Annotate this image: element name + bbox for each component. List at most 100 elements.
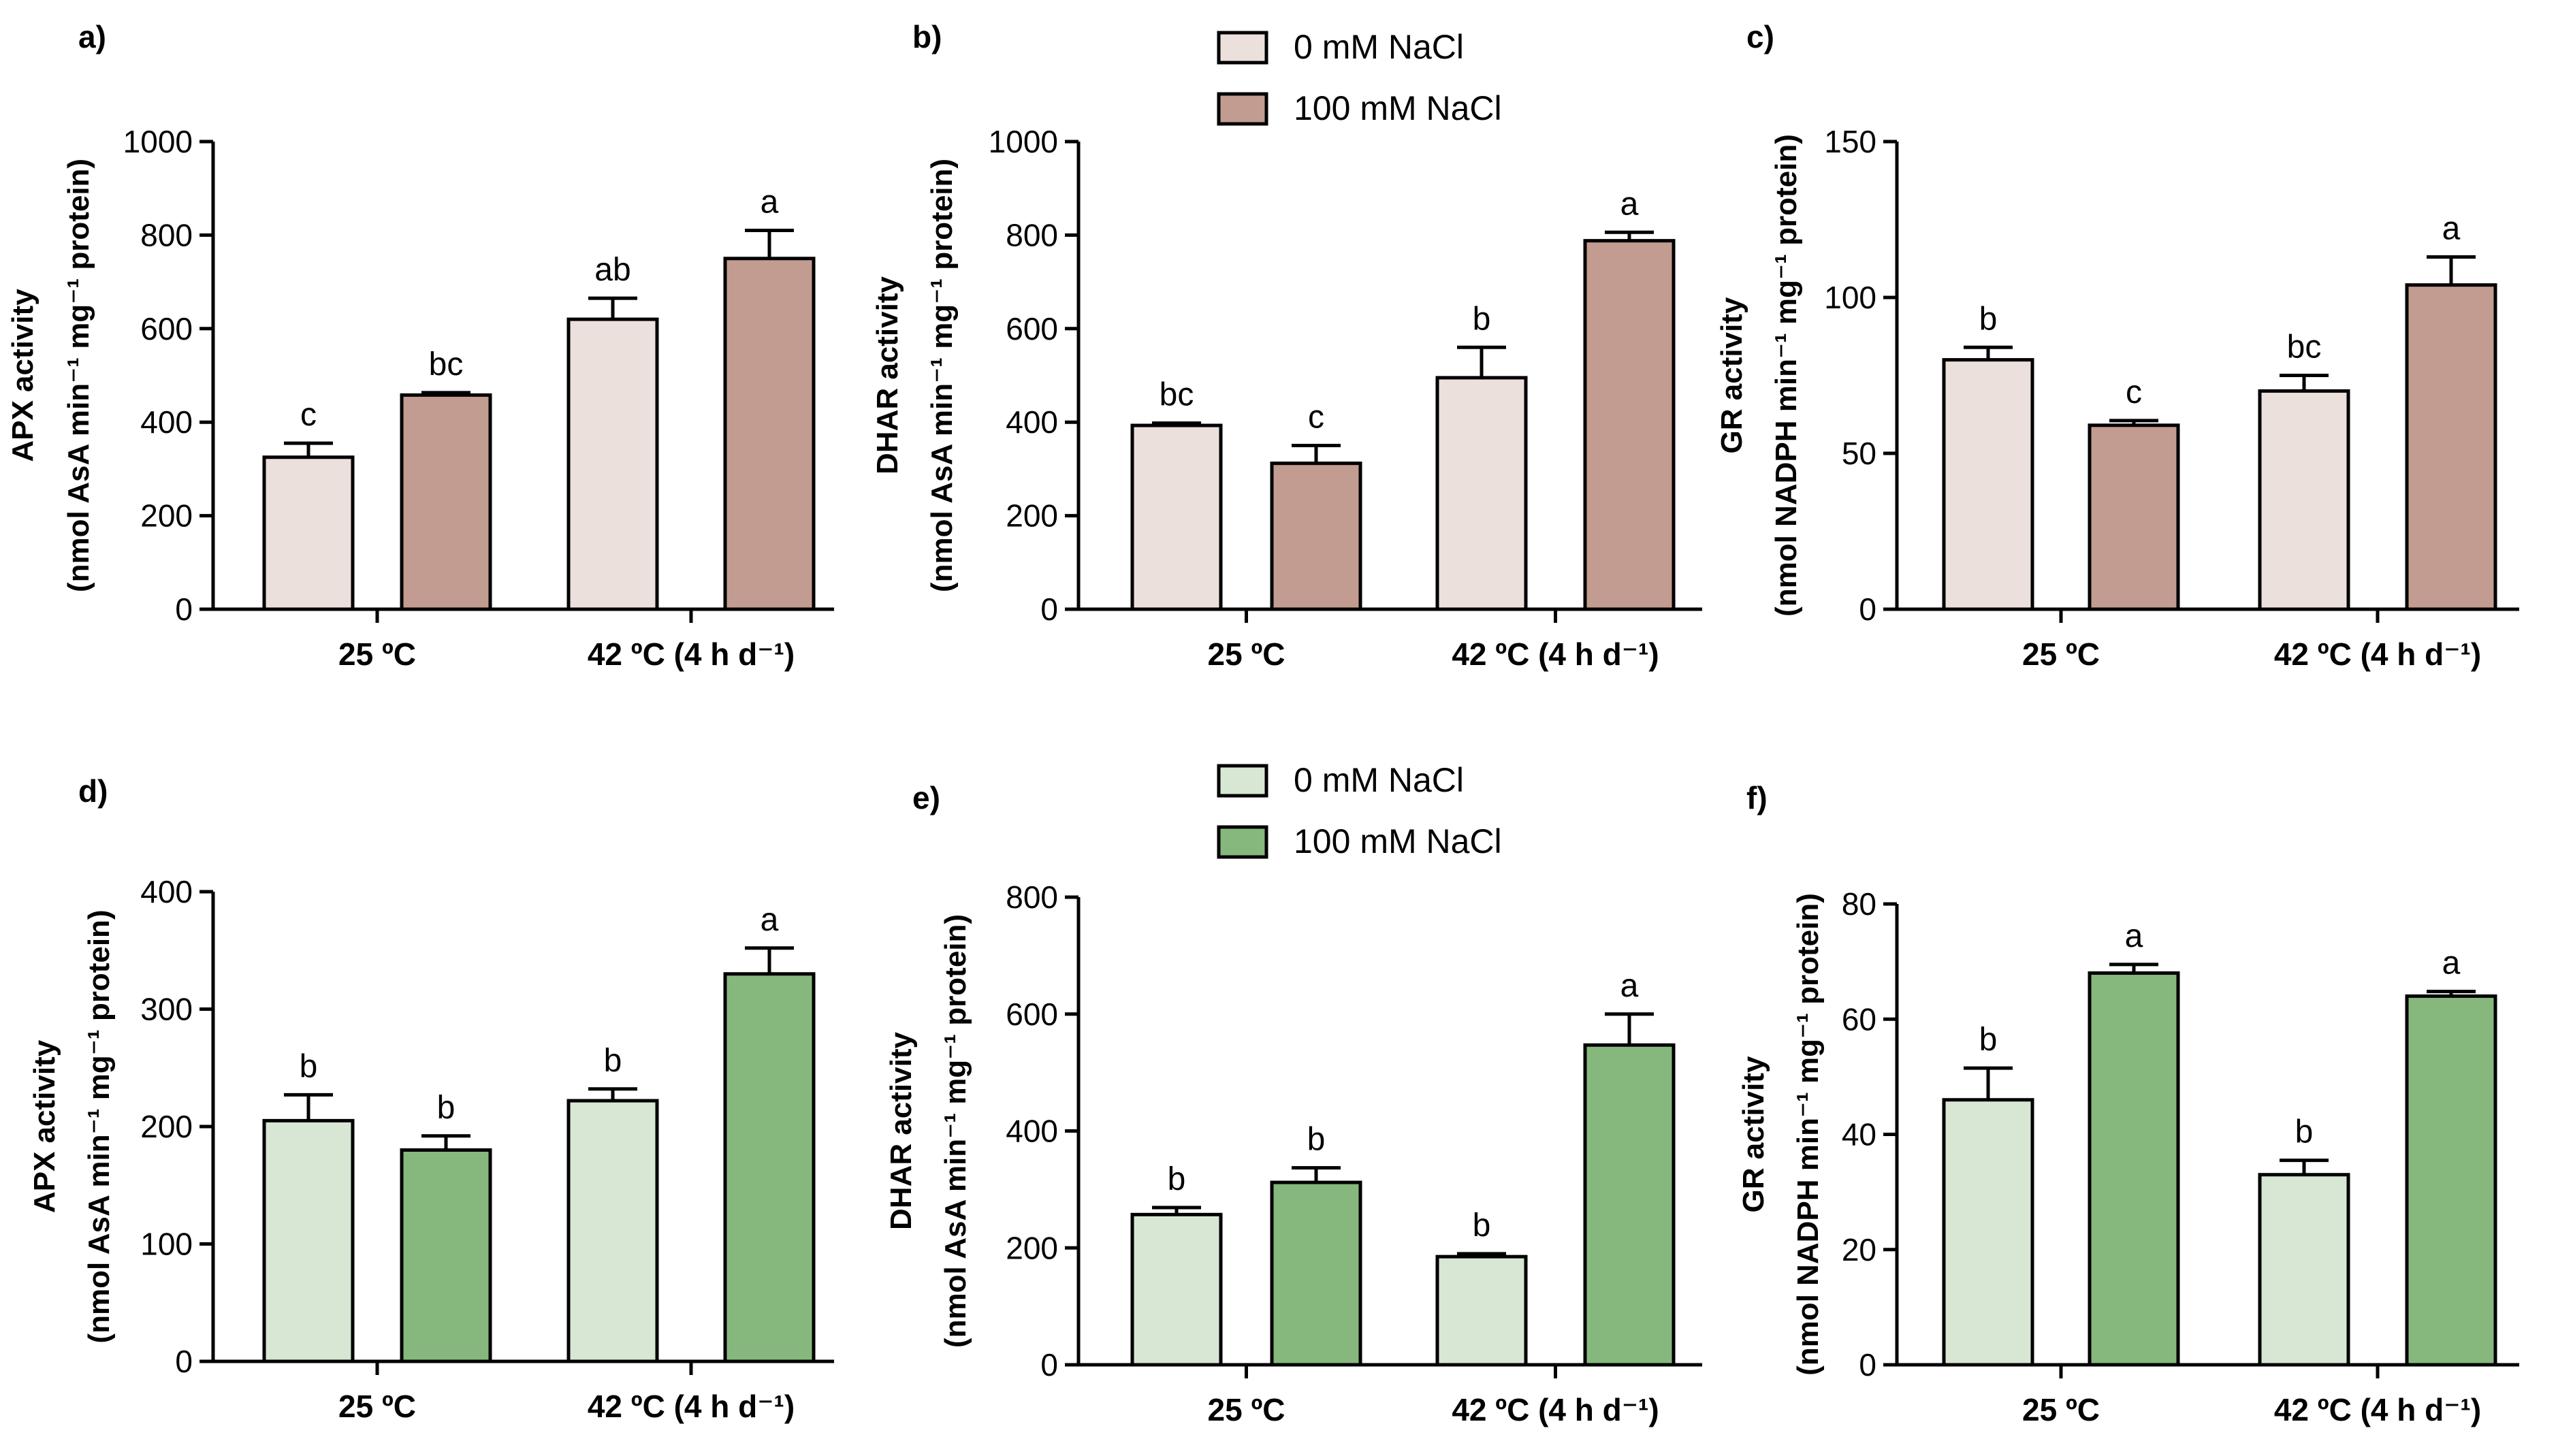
chart-panel-2: b) 0 200 400 600 800 1000 DHAR activity (nmol As… — [871, 19, 1702, 672]
bar — [566, 317, 659, 611]
y-axis-unit: (nmol NADPH min⁻¹ mg⁻¹ protein) — [1791, 893, 1825, 1376]
bar — [400, 1148, 492, 1363]
y-tick-label: 200 — [1006, 1230, 1058, 1265]
significance-letter: b — [1979, 1022, 1998, 1058]
significance-letter: b — [300, 1048, 318, 1084]
bar — [1583, 1043, 1676, 1367]
y-tick-label: 600 — [1006, 997, 1058, 1032]
x-category-label: 42 ºC (4 h d⁻¹) — [2274, 636, 2481, 672]
bar — [262, 1118, 355, 1363]
x-category-label: 25 ºC — [2022, 636, 2100, 672]
significance-letter: a — [2442, 945, 2461, 982]
bar — [1435, 1255, 1528, 1367]
significance-letter: bc — [2287, 329, 2322, 366]
y-tick-label: 800 — [140, 217, 193, 253]
legend-label: 100 mM NaCl — [1294, 89, 1502, 127]
significance-letter: a — [2442, 210, 2461, 246]
panel-label: b) — [912, 19, 942, 54]
bar — [2405, 994, 2497, 1367]
bar — [1130, 423, 1223, 611]
panel-label: f) — [1746, 780, 1768, 815]
significance-letter: b — [437, 1090, 456, 1126]
significance-letter: b — [1979, 301, 1998, 337]
y-tick-label: 80 — [1842, 886, 1876, 922]
y-axis-unit: (nmol NADPH min⁻¹ mg⁻¹ protein) — [1770, 134, 1803, 617]
x-category-label: 42 ºC (4 h d⁻¹) — [1452, 1392, 1659, 1427]
significance-letter: c — [300, 397, 317, 433]
y-tick-label: 50 — [1842, 436, 1876, 471]
y-tick-label: 0 — [1040, 1347, 1058, 1382]
panel-label: a) — [78, 19, 106, 54]
bar — [2088, 423, 2180, 611]
x-category-label: 25 ºC — [1208, 1392, 1285, 1427]
y-tick-label: 0 — [1040, 592, 1058, 627]
y-axis-unit: (nmol AsA min⁻¹ mg⁻¹ protein) — [82, 909, 116, 1343]
significance-letter: c — [2126, 374, 2142, 410]
y-tick-label: 0 — [175, 1344, 193, 1379]
significance-letter: a — [761, 184, 779, 221]
bar — [723, 257, 816, 611]
y-axis-title: DHAR activity — [884, 1031, 918, 1229]
y-tick-label: 20 — [1842, 1232, 1876, 1267]
y-tick-label: 600 — [1006, 311, 1058, 346]
y-axis-title: APX activity — [28, 1039, 61, 1213]
y-tick-label: 0 — [1859, 1347, 1876, 1382]
legend-label: 100 mM NaCl — [1294, 822, 1502, 860]
significance-letter: b — [1473, 301, 1491, 337]
legend-2: 0 mM NaCl 100 mM NaCl — [1217, 761, 1502, 860]
legend-swatch — [1217, 825, 1268, 859]
x-category-label: 25 ºC — [338, 636, 416, 672]
bar — [1942, 358, 2034, 611]
x-category-label: 25 ºC — [338, 1389, 416, 1424]
bar — [1270, 462, 1362, 611]
bar — [1435, 376, 1528, 611]
significance-letter: a — [1620, 968, 1639, 1004]
chart-panel-1: a) 0 200 400 600 800 1000 APX activity (nmol AsA… — [6, 19, 834, 672]
chart-panel-3: c) 0 50 100 150 GR activity (nmol NADPH min⁻¹ … — [1715, 19, 2519, 672]
significance-letter: c — [1308, 400, 1324, 436]
y-tick-label: 100 — [140, 1227, 193, 1262]
y-tick-label: 400 — [140, 404, 193, 440]
chart-panel-4: d) 0 100 200 300 400 APX activity (nmol AsA min… — [28, 773, 834, 1424]
panel-label: c) — [1746, 19, 1774, 54]
x-category-label: 42 ºC (4 h d⁻¹) — [588, 636, 795, 672]
y-tick-label: 600 — [140, 311, 193, 346]
bar — [1583, 239, 1676, 611]
significance-letter: bc — [1160, 377, 1194, 413]
y-axis-title: DHAR activity — [871, 276, 904, 474]
significance-letter: a — [1620, 186, 1639, 222]
bar — [400, 393, 492, 611]
y-tick-label: 200 — [140, 498, 193, 534]
y-tick-label: 100 — [1824, 280, 1876, 315]
y-tick-label: 400 — [1006, 1114, 1058, 1149]
significance-letter: ab — [594, 252, 630, 288]
bar — [723, 972, 816, 1363]
legend-swatch — [1217, 764, 1268, 798]
significance-letter: a — [2125, 918, 2143, 954]
bar — [2258, 389, 2350, 611]
bar — [2405, 283, 2497, 611]
x-category-label: 42 ºC (4 h d⁻¹) — [2274, 1392, 2481, 1427]
bar — [2258, 1173, 2350, 1367]
panel-label: d) — [78, 773, 108, 809]
bar — [2088, 971, 2180, 1367]
y-tick-label: 0 — [175, 592, 193, 627]
x-category-label: 25 ºC — [2022, 1392, 2100, 1427]
y-tick-label: 1000 — [123, 124, 193, 159]
y-tick-label: 150 — [1824, 124, 1876, 159]
significance-letter: b — [604, 1043, 622, 1079]
legend-label: 0 mM NaCl — [1294, 761, 1464, 799]
y-axis-unit: (nmol AsA min⁻¹ mg⁻¹ protein) — [939, 914, 972, 1348]
x-category-label: 42 ºC (4 h d⁻¹) — [588, 1389, 795, 1424]
bar — [566, 1099, 659, 1363]
y-tick-label: 400 — [1006, 404, 1058, 440]
bar — [1130, 1212, 1223, 1367]
significance-letter: b — [1168, 1161, 1186, 1197]
chart-panel-6: f) 0 20 40 60 80 GR activity (nmol NADPH min⁻¹ … — [1737, 780, 2519, 1427]
y-tick-label: 200 — [140, 1109, 193, 1144]
bar — [262, 455, 355, 611]
y-tick-label: 60 — [1842, 1001, 1876, 1037]
y-axis-unit: (nmol AsA min⁻¹ mg⁻¹ protein) — [62, 159, 95, 592]
y-axis-unit: (nmol AsA min⁻¹ mg⁻¹ protein) — [925, 159, 959, 592]
y-axis-title: GR activity — [1715, 297, 1748, 453]
